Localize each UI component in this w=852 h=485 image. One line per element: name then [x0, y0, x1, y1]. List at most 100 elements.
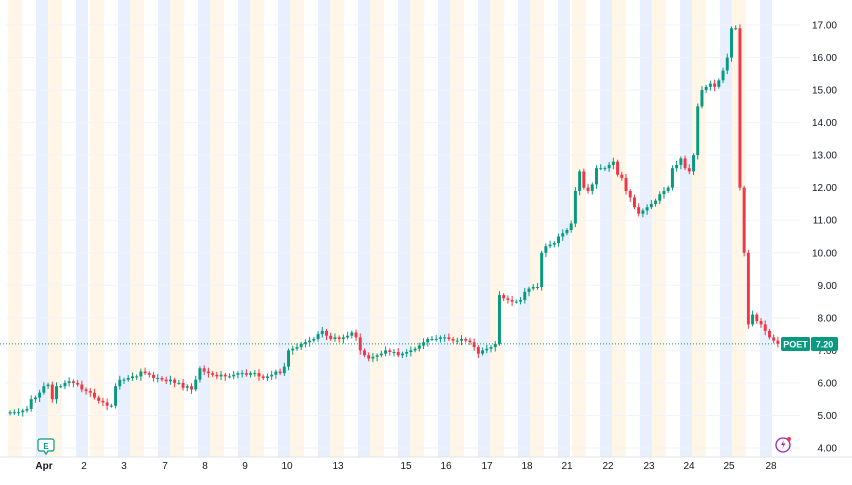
last-price-tag[interactable]: POET 7.20 — [781, 337, 838, 351]
candle-body — [438, 337, 442, 339]
price-tick-label: 13.00 — [812, 151, 837, 162]
candle-body — [746, 252, 750, 325]
symbol-tag-label: POET — [783, 340, 808, 350]
candle-body — [202, 368, 206, 372]
candle-body — [409, 350, 413, 353]
candle-body — [29, 399, 33, 409]
candle-body — [274, 371, 278, 375]
afterhours-band — [720, 0, 732, 457]
date-tick-label: 25 — [723, 461, 735, 472]
candle-body — [430, 338, 434, 340]
candle-body — [675, 164, 679, 169]
candle-body — [299, 343, 303, 348]
afterhours-band — [358, 0, 370, 457]
candle-body — [190, 386, 193, 390]
candle-body — [692, 155, 695, 172]
candle-body — [101, 400, 105, 403]
candle-body — [354, 332, 358, 338]
candle-body — [333, 337, 337, 339]
candle-body — [33, 397, 37, 400]
candle-body — [751, 314, 755, 325]
candle-body — [320, 330, 324, 335]
date-tick-label: 16 — [440, 461, 452, 472]
candle-body — [55, 386, 58, 400]
candle-body — [759, 321, 763, 325]
afterhours-band — [438, 0, 450, 457]
premarket-band — [8, 0, 22, 457]
premarket-band — [612, 0, 626, 457]
candle-body — [206, 371, 210, 374]
candle-body — [181, 382, 185, 388]
candle-body — [417, 345, 421, 349]
premarket-band — [530, 0, 544, 457]
candle-body — [367, 355, 371, 359]
price-tick-label: 6.00 — [818, 378, 838, 389]
candle-body — [240, 373, 244, 375]
date-tick-label: 17 — [481, 461, 493, 472]
premarket-band — [692, 0, 706, 457]
candle-body — [531, 286, 535, 289]
candle-body — [603, 168, 607, 170]
candle-body — [46, 384, 50, 387]
price-tick-label: 5.00 — [818, 411, 838, 422]
candle-body — [25, 408, 29, 411]
afterhours-band — [398, 0, 410, 457]
candle-body — [666, 187, 670, 191]
date-tick-label: 10 — [281, 461, 293, 472]
candle-body — [139, 371, 143, 377]
candle-body — [211, 373, 215, 375]
price-tag-label: 7.20 — [816, 340, 834, 350]
candle-body — [489, 347, 493, 349]
candle-body — [582, 171, 586, 188]
candle-body — [392, 352, 396, 354]
candle-body — [523, 291, 527, 300]
candle-body — [156, 378, 160, 380]
candle-body — [12, 412, 16, 414]
candle-body — [295, 347, 299, 349]
afterhours-band — [680, 0, 692, 457]
premarket-band — [48, 0, 62, 457]
candle-body — [628, 190, 632, 198]
candle-body — [337, 337, 341, 339]
candle-body — [316, 334, 320, 339]
candle-body — [519, 299, 523, 302]
candle-body — [88, 391, 92, 393]
candle-body — [93, 392, 96, 398]
candle-body — [472, 342, 476, 348]
afterhours-band — [76, 0, 88, 457]
candle-body — [611, 161, 615, 165]
afterhours-band — [158, 0, 170, 457]
candle-body — [704, 86, 708, 91]
dividend-event-marker[interactable] — [775, 437, 791, 453]
candle-body — [152, 374, 156, 379]
candle-body — [379, 353, 383, 356]
candle-body — [63, 382, 67, 387]
candle-body — [362, 350, 366, 356]
premarket-band — [250, 0, 264, 457]
date-tick-label: Apr — [35, 461, 52, 472]
candle-body — [122, 379, 126, 381]
candle-body — [303, 342, 307, 344]
candle-body — [227, 376, 231, 378]
candle-body — [464, 338, 468, 341]
candle-body — [561, 233, 565, 237]
premarket-band — [330, 0, 344, 457]
candle-body — [590, 184, 594, 191]
premarket-band — [90, 0, 104, 457]
date-tick-label: 9 — [242, 461, 248, 472]
candle-body — [493, 343, 497, 348]
price-tick-label: 10.00 — [812, 248, 837, 259]
candle-body — [223, 374, 227, 377]
candle-body — [557, 236, 561, 244]
candle-body — [396, 352, 400, 356]
afterhours-band — [118, 0, 130, 457]
candle-body — [485, 348, 489, 351]
afterhours-band — [640, 0, 652, 457]
earnings-marker[interactable]: E — [37, 438, 55, 456]
candle-body — [371, 356, 375, 359]
candle-body — [607, 164, 611, 169]
afterhours-band — [558, 0, 570, 457]
candle-body — [42, 386, 46, 393]
